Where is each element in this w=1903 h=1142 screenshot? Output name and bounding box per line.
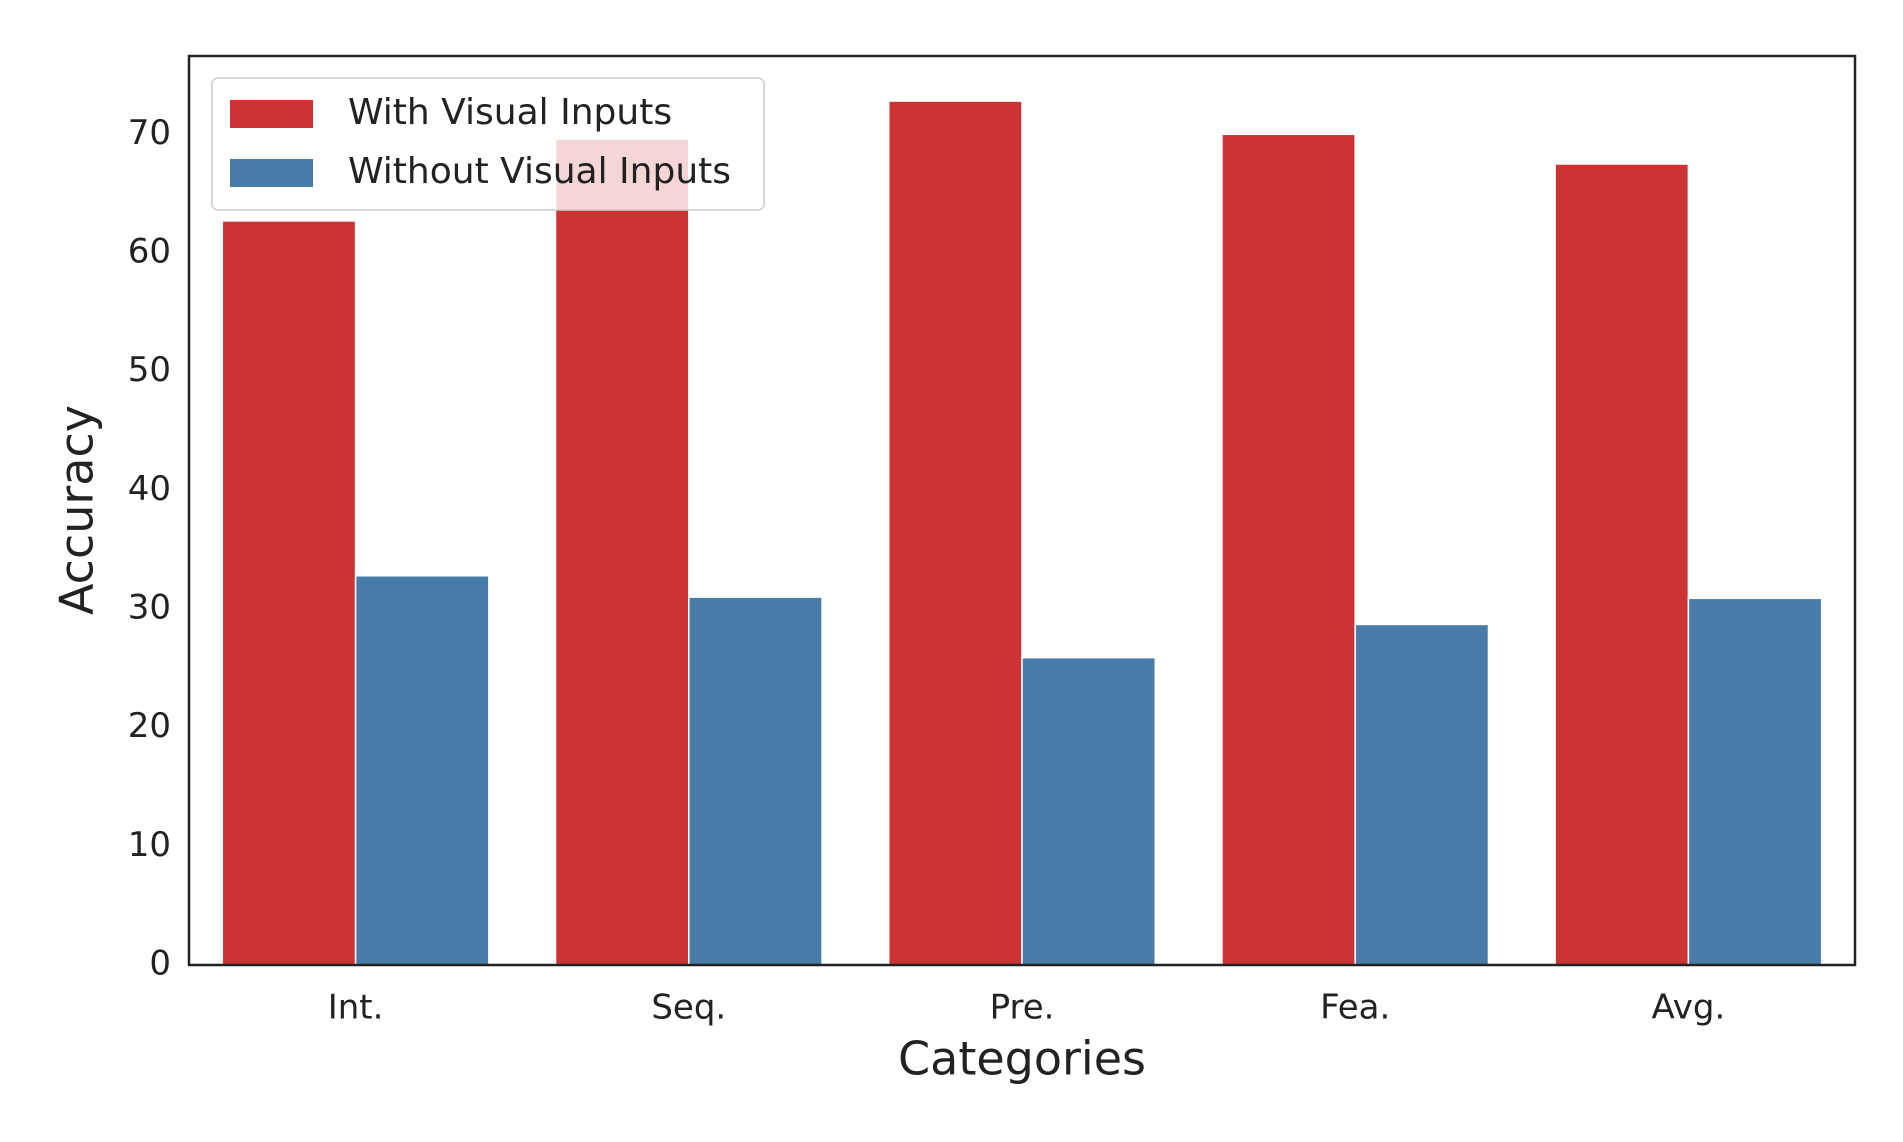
x-tick-label: Int. bbox=[328, 988, 384, 1028]
legend-box bbox=[211, 77, 765, 211]
bar bbox=[554, 138, 690, 966]
x-axis-label: Categories bbox=[898, 1032, 1146, 1086]
y-tick-label: 70 bbox=[128, 113, 171, 153]
legend-swatch bbox=[230, 100, 313, 128]
bar bbox=[221, 220, 357, 966]
bar bbox=[1221, 133, 1356, 966]
legend-label: Without Visual Inputs bbox=[348, 151, 731, 192]
bar bbox=[688, 596, 823, 966]
x-tick-label: Avg. bbox=[1652, 988, 1726, 1028]
bar bbox=[1354, 623, 1490, 966]
y-axis-label: Accuracy bbox=[50, 405, 104, 615]
y-tick-label: 10 bbox=[128, 825, 171, 865]
y-tick-label: 40 bbox=[128, 469, 171, 509]
x-tick-label: Pre. bbox=[990, 988, 1055, 1028]
y-tick-label: 30 bbox=[128, 587, 171, 627]
x-tick-label: Seq. bbox=[651, 988, 726, 1028]
bar bbox=[1021, 656, 1157, 966]
bar bbox=[354, 575, 490, 966]
y-tick-label: 0 bbox=[149, 944, 171, 984]
y-tick-label: 60 bbox=[128, 231, 171, 271]
bar bbox=[1687, 597, 1823, 966]
y-tick-label: 50 bbox=[128, 350, 171, 390]
plot-frame bbox=[187, 54, 1857, 967]
legend-label: With Visual Inputs bbox=[348, 92, 672, 133]
legend-swatch bbox=[230, 159, 313, 187]
bar bbox=[887, 100, 1023, 966]
x-tick-label: Fea. bbox=[1320, 988, 1390, 1028]
y-tick-label: 20 bbox=[128, 706, 171, 746]
bar bbox=[1554, 163, 1690, 966]
